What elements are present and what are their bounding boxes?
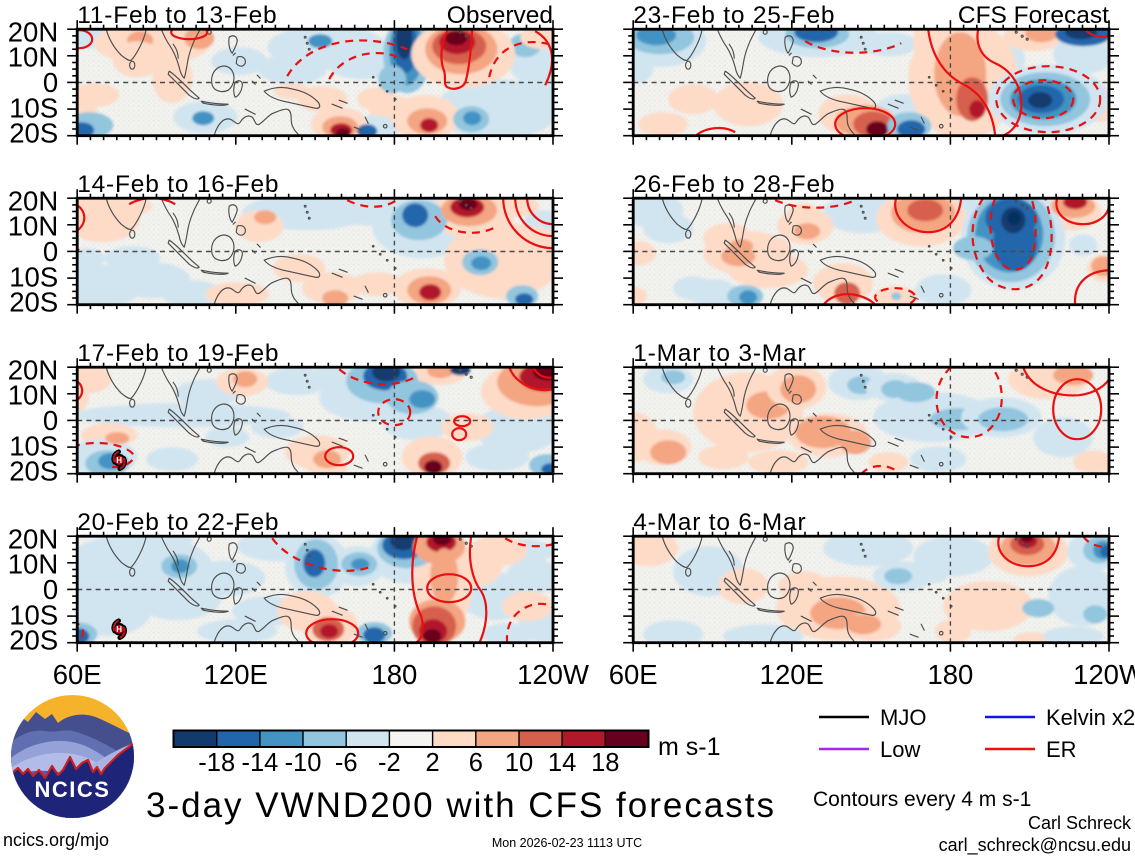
svg-text:2: 2 bbox=[426, 749, 440, 777]
svg-text:MJO: MJO bbox=[880, 705, 926, 730]
svg-text:4-Mar to 6-Mar: 4-Mar to 6-Mar bbox=[633, 509, 806, 536]
svg-text:-2: -2 bbox=[378, 749, 401, 777]
svg-text:26-Feb to 28-Feb: 26-Feb to 28-Feb bbox=[633, 171, 835, 198]
svg-text:60E: 60E bbox=[53, 659, 102, 690]
svg-text:10S: 10S bbox=[9, 599, 58, 630]
svg-text:Kelvin x2: Kelvin x2 bbox=[1046, 705, 1135, 730]
svg-text:120E: 120E bbox=[760, 659, 824, 690]
svg-text:14-Feb to 16-Feb: 14-Feb to 16-Feb bbox=[77, 171, 279, 198]
svg-text:ER: ER bbox=[1046, 737, 1077, 762]
svg-text:1-Mar to 3-Mar: 1-Mar to 3-Mar bbox=[633, 340, 806, 367]
svg-text:10: 10 bbox=[505, 749, 533, 777]
svg-text:10S: 10S bbox=[9, 92, 58, 123]
svg-text:11-Feb to 13-Feb: 11-Feb to 13-Feb bbox=[77, 2, 277, 29]
svg-text:H: H bbox=[116, 456, 122, 465]
svg-text:10S: 10S bbox=[9, 430, 58, 461]
svg-text:10N: 10N bbox=[8, 549, 58, 580]
svg-text:CFS Forecast: CFS Forecast bbox=[958, 2, 1109, 29]
svg-text:-10: -10 bbox=[285, 749, 322, 777]
svg-text:20-Feb to 22-Feb: 20-Feb to 22-Feb bbox=[77, 509, 279, 536]
svg-text:0: 0 bbox=[43, 67, 58, 98]
svg-text:Low: Low bbox=[880, 737, 920, 762]
svg-text:14: 14 bbox=[548, 749, 576, 777]
svg-text:10N: 10N bbox=[8, 42, 58, 73]
svg-text:20N: 20N bbox=[8, 354, 58, 385]
svg-text:120W: 120W bbox=[1073, 659, 1135, 690]
svg-text:180: 180 bbox=[371, 659, 417, 690]
svg-text:Mon 2026-02-23 1113 UTC: Mon 2026-02-23 1113 UTC bbox=[492, 836, 642, 850]
svg-text:0: 0 bbox=[43, 405, 58, 436]
svg-text:0: 0 bbox=[43, 236, 58, 267]
svg-text:Contours every 4 m s-1: Contours every 4 m s-1 bbox=[813, 788, 1031, 811]
svg-text:120W: 120W bbox=[517, 659, 589, 690]
svg-text:17-Feb to 19-Feb: 17-Feb to 19-Feb bbox=[77, 340, 279, 367]
svg-text:10N: 10N bbox=[8, 380, 58, 411]
svg-text:-14: -14 bbox=[241, 749, 278, 777]
svg-text:60E: 60E bbox=[609, 659, 658, 690]
svg-text:Observed: Observed bbox=[447, 2, 553, 29]
svg-text:20S: 20S bbox=[9, 625, 58, 656]
svg-text:-6: -6 bbox=[335, 749, 358, 777]
svg-text:0: 0 bbox=[43, 574, 58, 605]
svg-text:ncics.org/mjo: ncics.org/mjo bbox=[3, 830, 109, 850]
svg-text:180: 180 bbox=[927, 659, 973, 690]
svg-text:H: H bbox=[116, 625, 122, 634]
svg-text:NCICS: NCICS bbox=[35, 777, 111, 802]
svg-text:23-Feb to 25-Feb: 23-Feb to 25-Feb bbox=[633, 2, 835, 29]
svg-text:20S: 20S bbox=[9, 456, 58, 487]
svg-text:-18: -18 bbox=[198, 749, 235, 777]
svg-text:10S: 10S bbox=[9, 261, 58, 292]
svg-text:6: 6 bbox=[469, 749, 483, 777]
svg-text:m s-1: m s-1 bbox=[658, 733, 721, 761]
svg-text:20S: 20S bbox=[9, 118, 58, 149]
svg-text:20N: 20N bbox=[8, 523, 58, 554]
svg-text:3-day VWND200 with CFS forecas: 3-day VWND200 with CFS forecasts bbox=[146, 786, 776, 825]
svg-text:20N: 20N bbox=[8, 16, 58, 47]
svg-text:120E: 120E bbox=[204, 659, 268, 690]
svg-text:carl_schreck@ncsu.edu: carl_schreck@ncsu.edu bbox=[939, 835, 1131, 856]
svg-text:20S: 20S bbox=[9, 287, 58, 318]
svg-text:Carl Schreck: Carl Schreck bbox=[1028, 813, 1132, 833]
svg-text:18: 18 bbox=[591, 749, 619, 777]
svg-text:10N: 10N bbox=[8, 211, 58, 242]
svg-text:20N: 20N bbox=[8, 185, 58, 216]
